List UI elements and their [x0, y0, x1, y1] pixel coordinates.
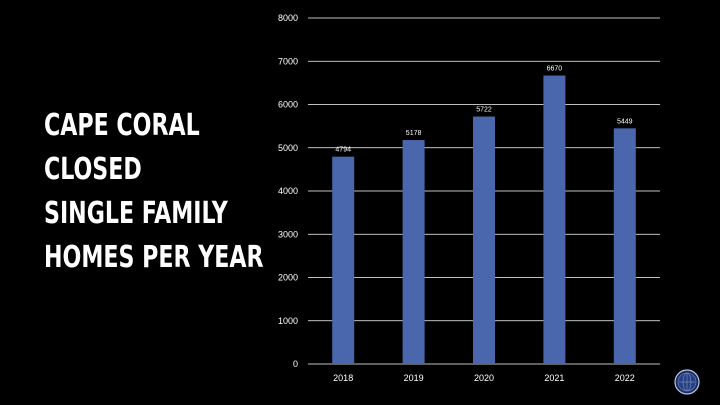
bar-2022 — [613, 128, 636, 364]
data-label-2019: 5178 — [406, 130, 422, 137]
title-line-3: SINGLE FAMILY — [44, 196, 228, 231]
title-line-4: HOMES PER YEAR — [44, 240, 264, 275]
y-tick-label: 4000 — [278, 186, 298, 196]
x-tick-label-2019: 2019 — [404, 373, 424, 383]
label-layer: 0 1000 2000 3000 4000 5000 6000 7000 8000 4794 201… — [278, 13, 635, 383]
y-tick-label: 5000 — [278, 143, 298, 153]
x-tick-label-2018: 2018 — [333, 373, 353, 383]
x-tick-label-2021: 2021 — [544, 373, 564, 383]
bar-2018 — [332, 156, 355, 364]
y-tick-label: 7000 — [278, 56, 298, 66]
x-tick-label-2022: 2022 — [615, 373, 635, 383]
title-line-1: CAPE CORAL — [44, 108, 200, 143]
y-tick-label: 3000 — [278, 229, 298, 239]
bar-layer — [332, 75, 636, 365]
bar-2021 — [543, 75, 566, 365]
title-line-2: CLOSED — [44, 152, 142, 187]
data-label-2020: 5722 — [476, 107, 492, 114]
data-label-2022: 5449 — [617, 118, 633, 125]
y-tick-label: 1000 — [278, 316, 298, 326]
bar-2020 — [473, 116, 495, 364]
y-tick-label: 8000 — [278, 13, 298, 23]
y-tick-label: 6000 — [278, 100, 298, 110]
data-label-2021: 6670 — [547, 66, 563, 73]
y-tick-label: 2000 — [278, 273, 298, 283]
data-label-2018: 4794 — [335, 147, 351, 154]
globe-icon — [674, 369, 700, 395]
y-tick-label: 0 — [293, 359, 298, 369]
x-tick-label-2020: 2020 — [474, 373, 494, 383]
slide-title: CAPE CORAL CLOSED SINGLE FAMILY HOMES PE… — [44, 104, 264, 280]
bar-2019 — [402, 140, 425, 364]
